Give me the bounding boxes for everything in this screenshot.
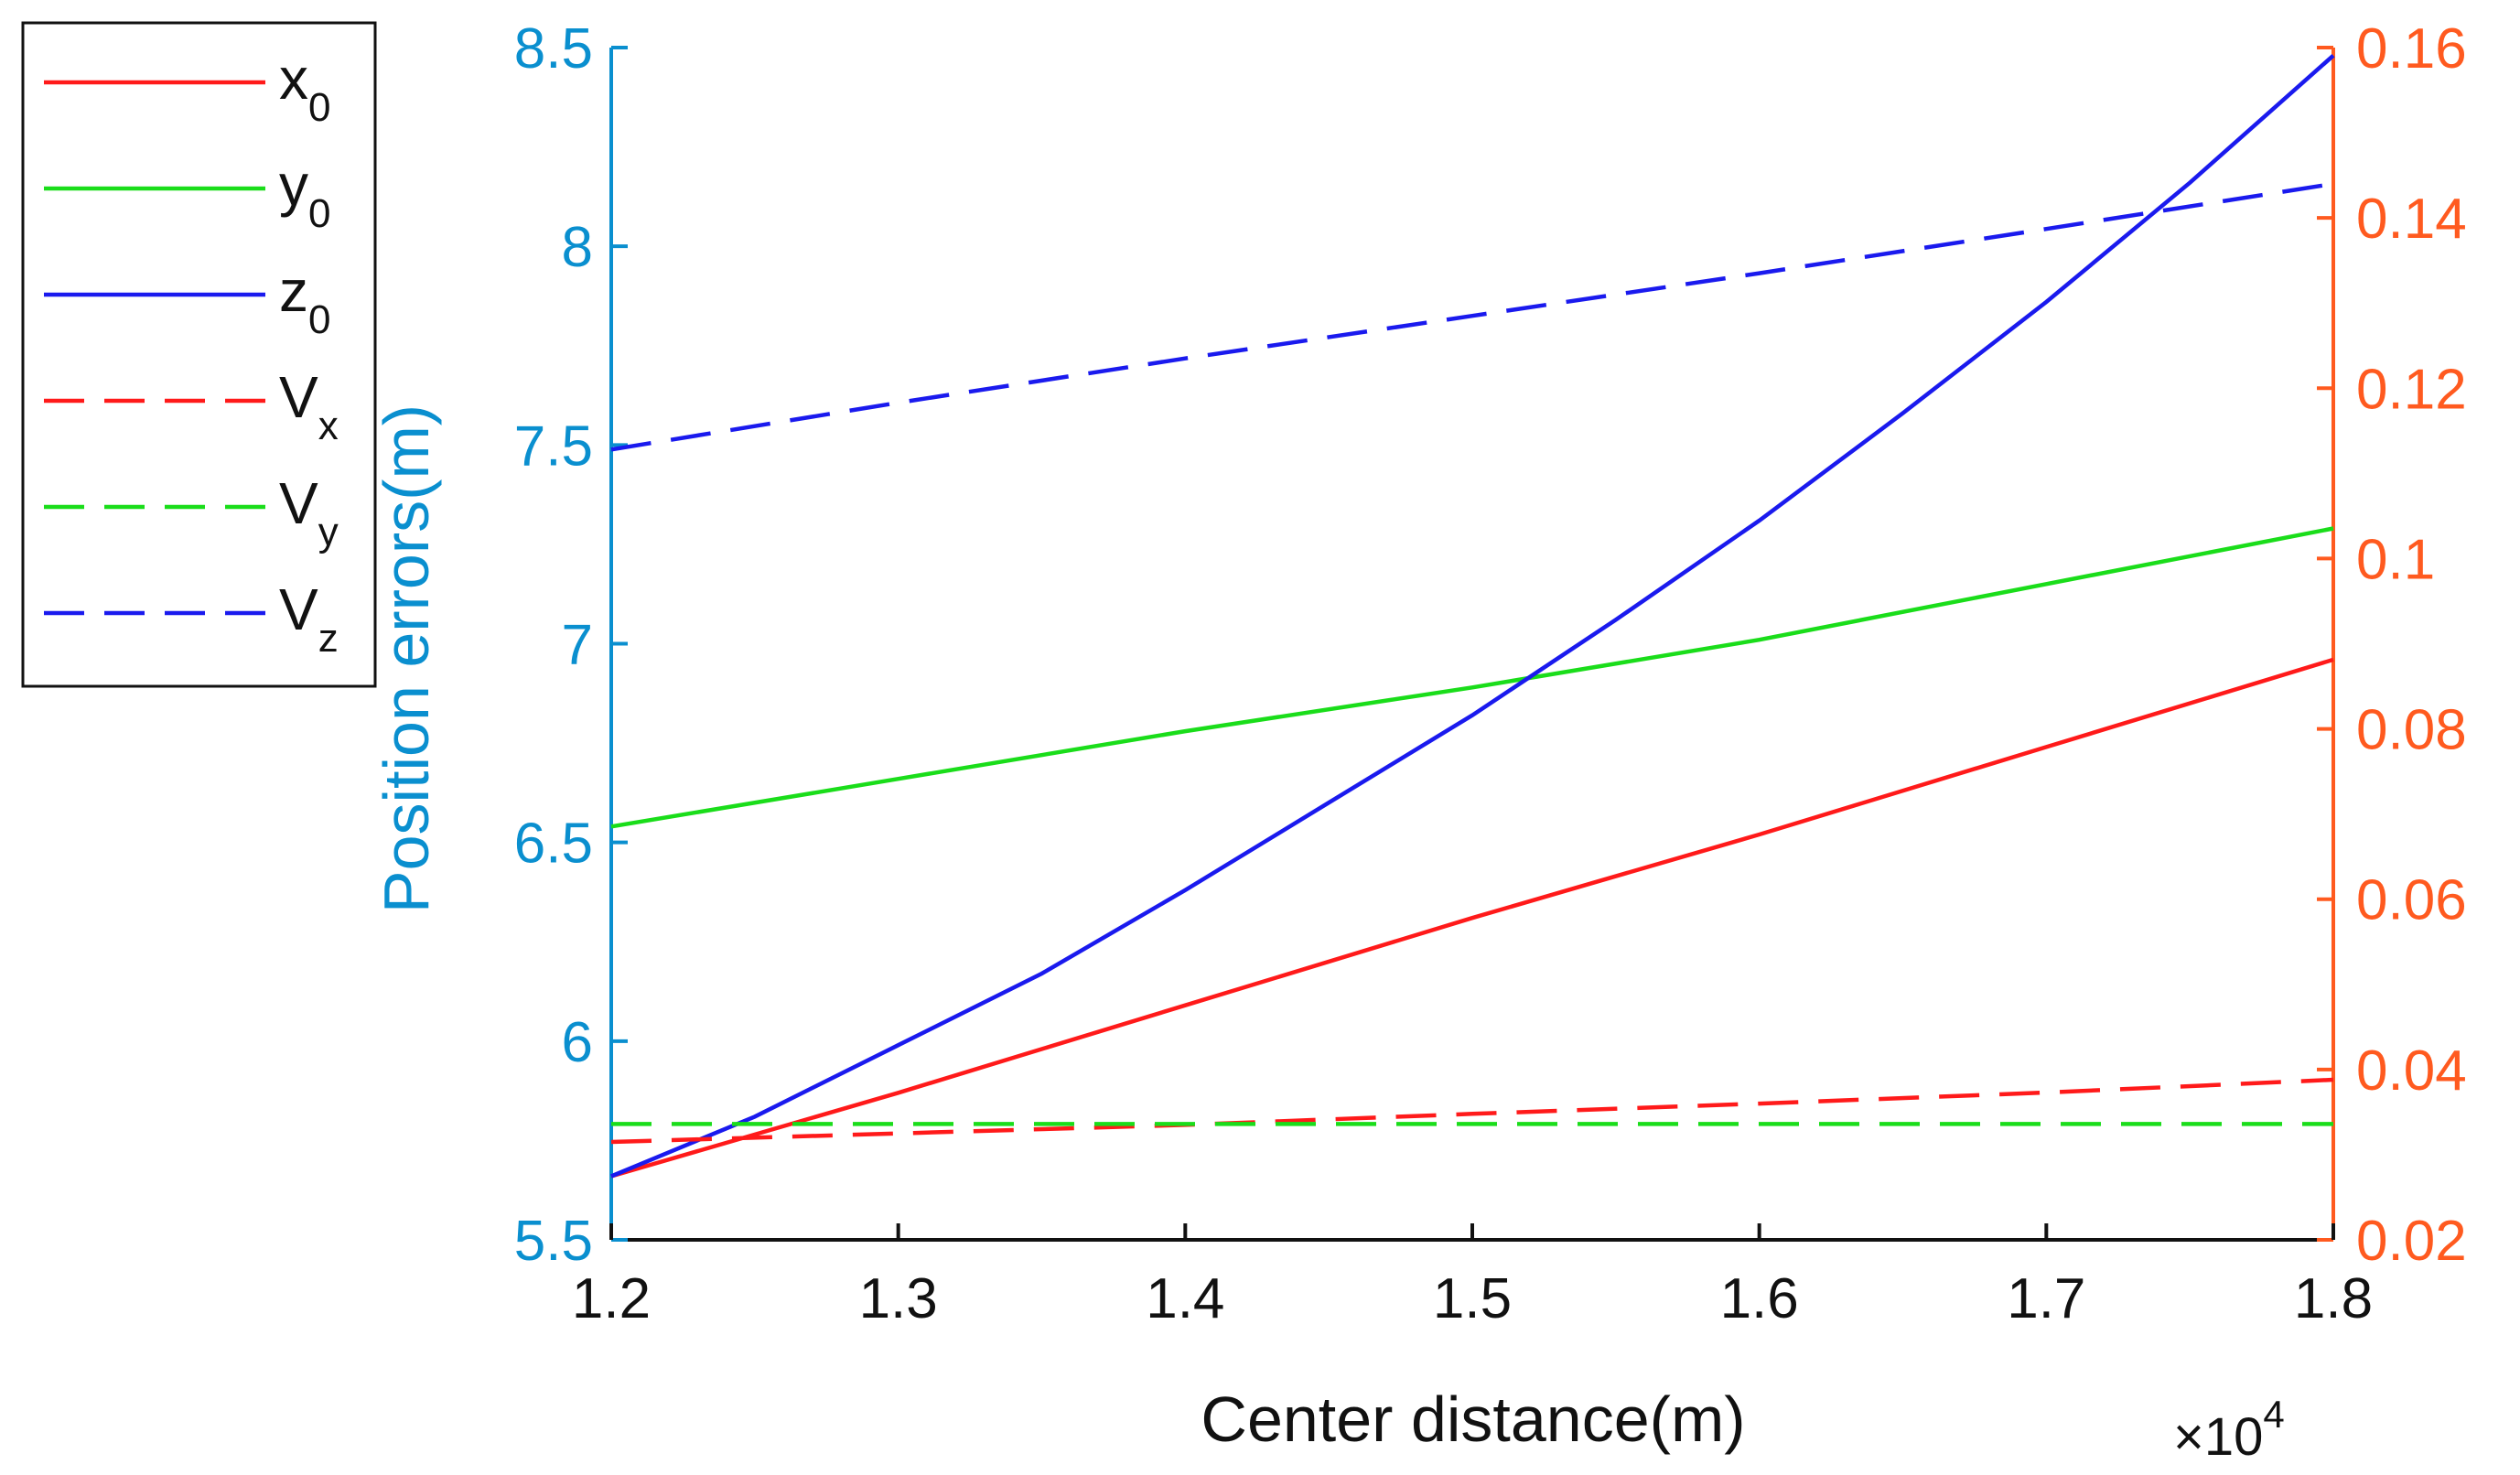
right-tick-label: 0.1 (2356, 528, 2435, 591)
left-tick-label: 7.5 (514, 415, 593, 478)
left-tick-label: 8.5 (514, 17, 593, 81)
legend-label-main: y (279, 152, 308, 218)
legend-label: x0 (279, 46, 330, 130)
legend-label-main: z (279, 258, 308, 324)
x-tick-label: 1.5 (1433, 1267, 1512, 1330)
right-tick-label: 0.14 (2356, 188, 2467, 251)
legend-box (21, 21, 377, 688)
left-tick-label: 8 (562, 216, 593, 279)
series-line-z0 (610, 54, 2335, 1179)
x-axis-exponent: ×104 (2173, 1393, 2285, 1467)
x-tick-label: 1.6 (1720, 1267, 1799, 1330)
legend-label-main: V (279, 364, 318, 430)
right-tick-label: 0.08 (2356, 699, 2467, 762)
series-line-y0 (610, 526, 2334, 829)
left-tick-label: 5.5 (514, 1210, 593, 1273)
legend-label-main: V (279, 470, 318, 536)
right-y-ticks: 0.02 0.04 0.06 0.08 0.1 0.12 0.14 0.16 (2317, 17, 2467, 1273)
legend-label: y0 (279, 152, 330, 236)
right-tick-label: 0.06 (2356, 869, 2467, 932)
x-axis-label: Center distance(m) (1201, 1383, 1745, 1455)
legend-label: Vx (279, 364, 339, 448)
right-tick-label: 0.02 (2356, 1210, 2467, 1273)
left-y-ticks: 5.5 6 6.5 7 7.5 8 8.5 (514, 17, 628, 1273)
series-line-vz (610, 181, 2334, 452)
x-tick-label: 1.4 (1146, 1267, 1224, 1330)
legend-label-subscript: x (318, 404, 339, 448)
x-tick-label: 1.7 (2007, 1267, 2085, 1330)
legend-label-main: x (279, 46, 308, 112)
x-tick-label: 1.2 (572, 1267, 651, 1330)
legend-label-subscript: 0 (308, 297, 330, 342)
series-lines (610, 54, 2335, 1179)
legend-label-subscript: 0 (308, 85, 330, 130)
legend-label-subscript: 0 (308, 191, 330, 236)
right-tick-label: 0.16 (2356, 17, 2467, 81)
legend-label: Vy (279, 470, 339, 554)
x-tick-label: 1.3 (859, 1267, 938, 1330)
legend-label-subscript: y (318, 510, 339, 554)
legend-label: z0 (279, 258, 330, 342)
x-exponent-base: ×10 (2173, 1407, 2263, 1467)
left-tick-label: 6 (562, 1011, 593, 1074)
series-line-vx (610, 1077, 2334, 1145)
legend-label-subscript: z (318, 616, 339, 661)
x-ticks: 1.2 1.3 1.4 1.5 1.6 1.7 1.8 (572, 1223, 2373, 1330)
x-exponent-power: 4 (2263, 1393, 2284, 1436)
x-tick-label: 1.8 (2294, 1267, 2373, 1330)
left-tick-label: 6.5 (514, 813, 593, 876)
right-tick-label: 0.12 (2356, 358, 2467, 421)
left-y-axis-label: Position errors(m) (371, 404, 442, 913)
legend-label: Vz (279, 576, 339, 661)
left-tick-label: 7 (562, 614, 593, 677)
right-tick-label: 0.04 (2356, 1039, 2467, 1103)
series-line-x0 (610, 657, 2334, 1179)
legend-label-main: V (279, 576, 318, 642)
